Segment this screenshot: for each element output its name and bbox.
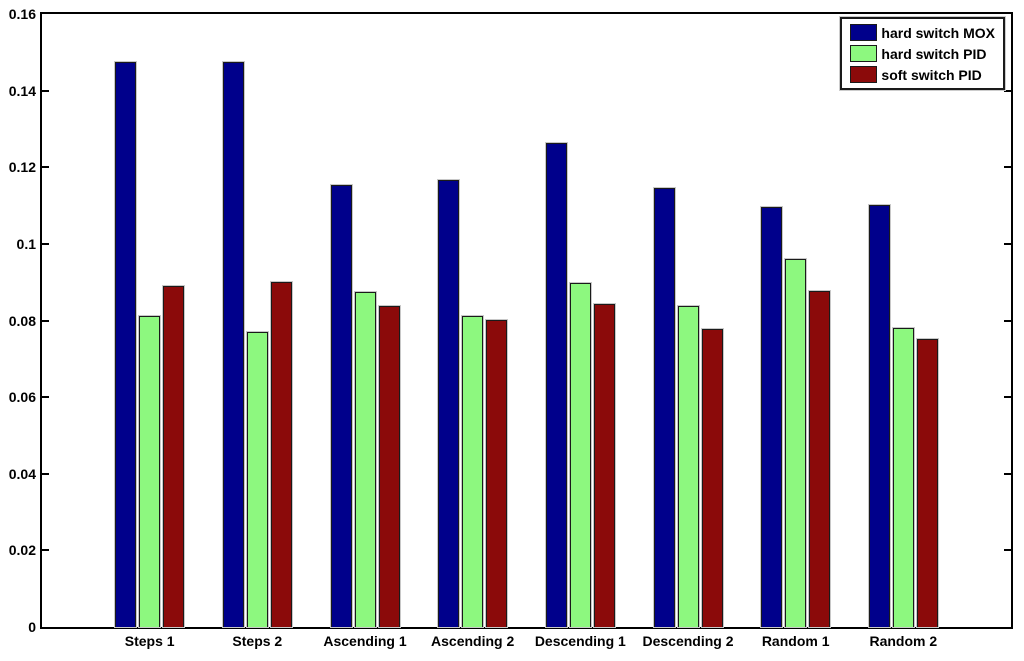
bar <box>486 319 508 627</box>
bar <box>653 187 675 627</box>
y-tick-label: 0.06 <box>8 389 36 406</box>
legend-label: hard switch MOX <box>881 24 995 41</box>
y-tick-label: 0.12 <box>8 159 36 176</box>
legend-label: hard switch PID <box>881 45 987 62</box>
plot-inner: hard switch MOX hard switch PID soft switc… <box>42 14 1011 627</box>
bar <box>916 338 938 627</box>
y-tick-mark-left <box>42 89 49 92</box>
y-tick-mark-left <box>42 166 49 169</box>
y-tick-mark-left <box>42 319 49 322</box>
bar <box>438 179 460 627</box>
legend-item: hard switch MOX <box>850 24 995 41</box>
bar <box>330 185 352 627</box>
x-axis-labels: Steps 1 Steps 2 Ascending 1 Ascending 2 Desc… <box>42 633 1011 655</box>
plot-area: hard switch MOX hard switch PID soft switc… <box>40 12 1013 629</box>
y-tick-mark-right <box>1004 472 1011 475</box>
legend-item: hard switch PID <box>850 45 995 62</box>
x-axis-label: Ascending 1 <box>323 633 407 649</box>
x-axis-label: Descending 2 <box>642 633 734 649</box>
bar <box>222 61 244 627</box>
y-tick-mark-left <box>42 472 49 475</box>
bar <box>139 316 161 627</box>
legend: hard switch MOX hard switch PID soft switc… <box>840 17 1005 90</box>
bar <box>593 303 615 627</box>
legend-item: soft switch PID <box>850 66 995 83</box>
y-tick-mark-left <box>42 549 49 552</box>
y-tick-label: 0.02 <box>8 542 36 559</box>
bar <box>163 286 185 627</box>
y-tick-label: 0.16 <box>8 6 36 22</box>
bar <box>892 327 914 627</box>
bar <box>378 306 400 627</box>
y-tick-label: 0.1 <box>16 235 36 252</box>
bar <box>545 143 567 627</box>
legend-swatch <box>850 45 878 62</box>
bar <box>677 306 699 627</box>
x-axis-label: Random 1 <box>761 633 830 649</box>
x-axis-label: Steps 1 <box>124 633 175 649</box>
legend-swatch <box>850 24 878 41</box>
legend-label: soft switch PID <box>881 66 982 83</box>
bar <box>270 282 292 627</box>
legend-swatch <box>850 66 878 83</box>
bar <box>809 290 831 627</box>
bar <box>462 315 484 627</box>
x-axis-label: Ascending 2 <box>431 633 515 649</box>
bar <box>354 291 376 627</box>
y-tick-label: 0.08 <box>8 312 36 329</box>
y-tick-mark-left <box>42 242 49 245</box>
y-tick-mark-right <box>1004 549 1011 552</box>
x-axis-label: Descending 1 <box>534 633 626 649</box>
bar <box>115 61 137 627</box>
y-tick-mark-right <box>1004 166 1011 169</box>
y-tick-mark-right <box>1004 242 1011 245</box>
y-tick-mark-right <box>1004 89 1011 92</box>
y-tick-mark-right <box>1004 319 1011 322</box>
bar <box>761 207 783 627</box>
y-tick-label: 0.14 <box>8 82 36 99</box>
y-axis-labels: 0 0.02 0.04 0.06 0.08 0.1 0.12 0.14 0.16 <box>0 6 36 635</box>
bar <box>785 258 807 627</box>
y-tick-mark-right <box>1004 396 1011 399</box>
bar <box>246 332 268 627</box>
y-tick-label: 0 <box>28 619 36 635</box>
bar <box>569 282 591 627</box>
x-axis-label: Random 2 <box>869 633 938 649</box>
bar <box>868 205 890 627</box>
bar <box>701 328 723 627</box>
y-tick-label: 0.04 <box>8 465 36 482</box>
y-tick-mark-left <box>42 396 49 399</box>
x-axis-label: Steps 2 <box>232 633 283 649</box>
